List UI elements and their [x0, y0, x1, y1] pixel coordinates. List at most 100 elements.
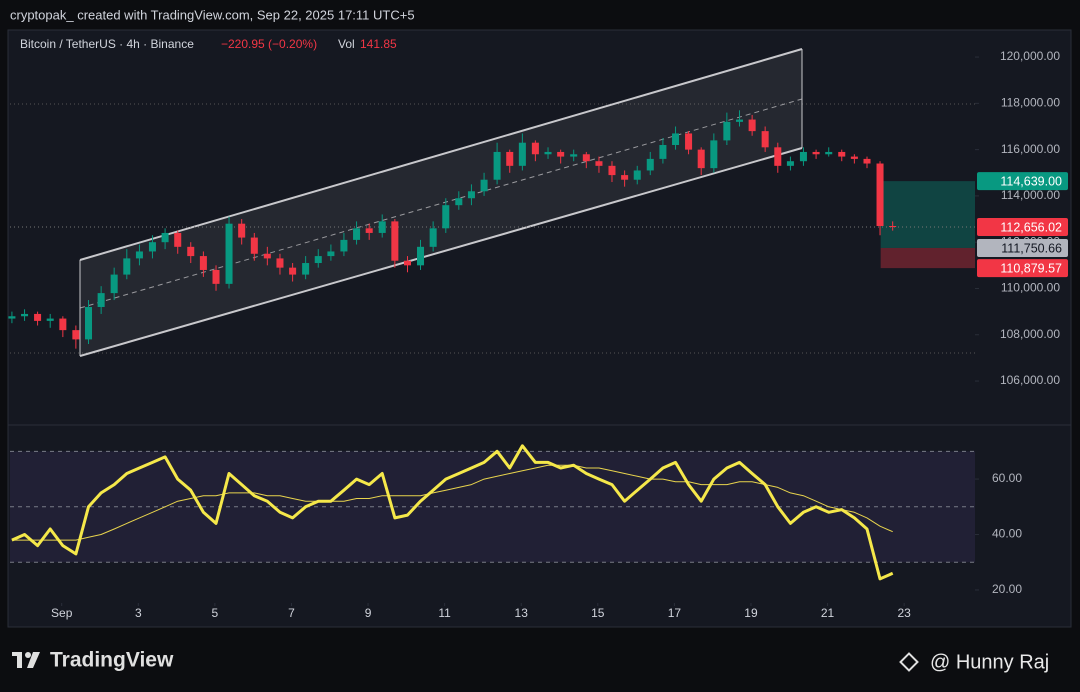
- candle-body: [391, 221, 399, 261]
- x-tick-label: 15: [591, 606, 605, 620]
- candle-body: [672, 133, 680, 146]
- candle-body: [365, 228, 373, 233]
- candle-body: [531, 142, 539, 155]
- candle-body: [21, 313, 29, 317]
- candle-body: [799, 151, 807, 162]
- rsi-line: [11, 464, 893, 541]
- candle-body: [250, 237, 258, 254]
- candle-body: [467, 191, 475, 199]
- candle-body: [570, 154, 578, 157]
- candle-body: [187, 246, 195, 257]
- logo-shape: [25, 652, 31, 658]
- candle-body: [838, 151, 846, 157]
- candle-body: [518, 142, 526, 166]
- channel-lower: [79, 147, 803, 357]
- price-marker-label: 110,879.57: [1000, 261, 1062, 275]
- candle-body: [748, 119, 756, 132]
- candle-body: [710, 140, 718, 169]
- header: cryptopak_ created with TradingView.com,…: [10, 7, 415, 22]
- candle-body: [199, 256, 207, 270]
- candle-body: [608, 165, 616, 176]
- candle-body: [123, 258, 131, 275]
- candle-body: [633, 170, 641, 180]
- candle-body: [416, 246, 425, 266]
- candle-body: [442, 205, 450, 229]
- candle-body: [544, 151, 552, 155]
- candle-body: [378, 221, 386, 233]
- chart-panel: [7, 29, 1072, 628]
- candle-body: [429, 228, 437, 247]
- candle-body: [786, 161, 794, 166]
- candle-body: [212, 269, 220, 284]
- candle-body: [646, 158, 654, 171]
- candle-body: [276, 258, 284, 268]
- x-tick-label: 21: [821, 606, 835, 620]
- candle-body: [825, 151, 833, 155]
- candle-body: [289, 267, 297, 275]
- price-change: −220.95 (−0.20%): [221, 37, 317, 51]
- y-tick-label: 40.00: [992, 527, 1022, 541]
- y-tick-label: 110,000.00: [1001, 281, 1060, 295]
- x-tick-label: 5: [212, 606, 219, 620]
- candle-body: [493, 151, 501, 180]
- candle-body: [889, 226, 897, 228]
- x-tick-label: 11: [438, 606, 451, 620]
- candle-body: [774, 147, 782, 166]
- candle-body: [621, 175, 629, 180]
- candle-body: [850, 156, 858, 159]
- candle-body: [557, 151, 565, 157]
- y-tick-label: 108,000.00: [1000, 327, 1060, 341]
- y-tick-label: 114,000.00: [1001, 188, 1060, 202]
- channel-upper: [79, 48, 803, 261]
- logo-shape: [27, 652, 40, 668]
- candle-body: [812, 151, 820, 155]
- logo-shape: [17, 652, 22, 668]
- volume-value: 141.85: [360, 37, 397, 51]
- candle-body: [697, 149, 705, 169]
- price-marker-label: 111,750.66: [1001, 241, 1062, 255]
- price-marker-label: 114,639.00: [1000, 174, 1062, 188]
- x-tick-label: Sep: [51, 606, 73, 620]
- candle-body: [761, 131, 769, 148]
- candle-body: [148, 242, 156, 252]
- icon-shape: [899, 652, 919, 672]
- x-tick-label: 17: [668, 606, 682, 620]
- binance-icon: [899, 652, 919, 672]
- candle-body: [340, 239, 348, 252]
- candle-body: [595, 161, 603, 166]
- candle-body: [735, 119, 744, 122]
- candle-body: [84, 306, 93, 340]
- candle-body: [161, 232, 169, 243]
- candle-body: [72, 330, 80, 340]
- candle-body: [353, 228, 361, 240]
- candle-body: [135, 251, 143, 259]
- footer-author: @ Hunny Raj: [930, 651, 1049, 673]
- candle-body: [110, 274, 118, 294]
- candle-body: [34, 313, 42, 321]
- y-tick-label: 60.00: [992, 471, 1022, 485]
- candle-body: [480, 179, 488, 192]
- x-tick-label: 19: [744, 606, 758, 620]
- candle-body: [46, 318, 54, 321]
- price-marker: [977, 172, 1068, 191]
- x-tick-label: 7: [288, 606, 295, 620]
- y-tick-label: 116,000.00: [1001, 142, 1060, 156]
- y-tick-label: 120,000.00: [1000, 49, 1060, 63]
- candle-body: [582, 154, 590, 162]
- candle-body: [659, 145, 667, 159]
- candle-body: [506, 151, 514, 166]
- y-tick-label: 106,000.00: [1000, 373, 1060, 387]
- price-marker: [977, 259, 1068, 278]
- candle-body: [302, 263, 310, 275]
- volume-label: Vol: [338, 37, 355, 51]
- tv-logo: [12, 652, 40, 668]
- position-loss: [880, 247, 975, 269]
- candle-body: [97, 293, 105, 307]
- candle-body: [876, 163, 884, 226]
- position-profit: [880, 181, 975, 248]
- candle-body: [455, 198, 463, 206]
- candle-body: [174, 232, 182, 247]
- x-tick-label: 3: [135, 606, 142, 620]
- x-tick-label: 9: [365, 606, 372, 620]
